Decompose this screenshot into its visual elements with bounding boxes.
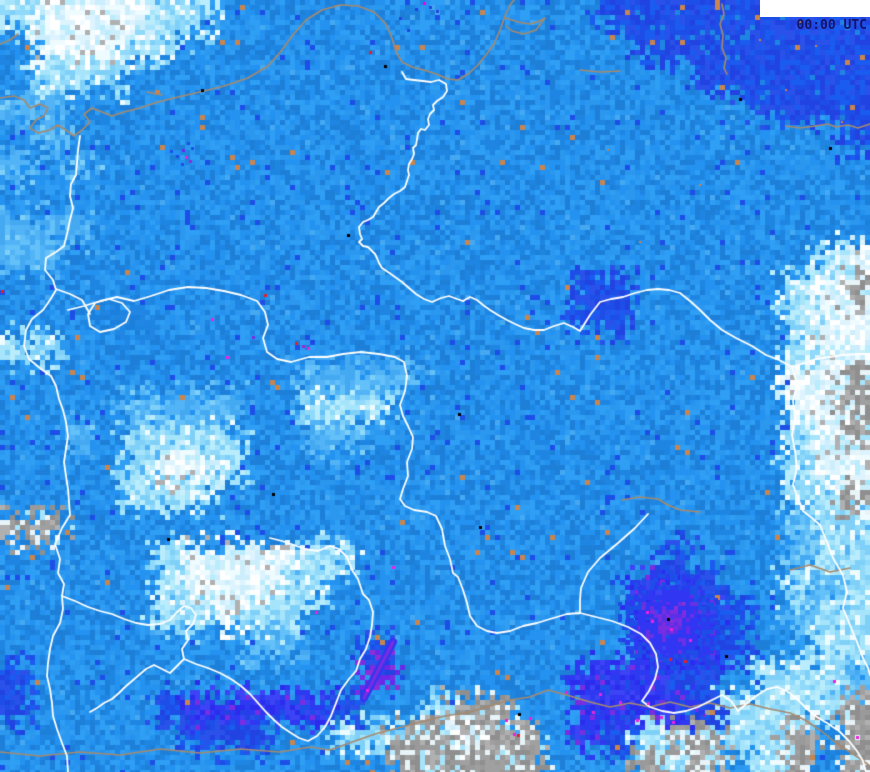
timestamp-badge: 00:00 UTC [760,0,870,33]
timestamp-text: 00:00 UTC [796,18,867,33]
